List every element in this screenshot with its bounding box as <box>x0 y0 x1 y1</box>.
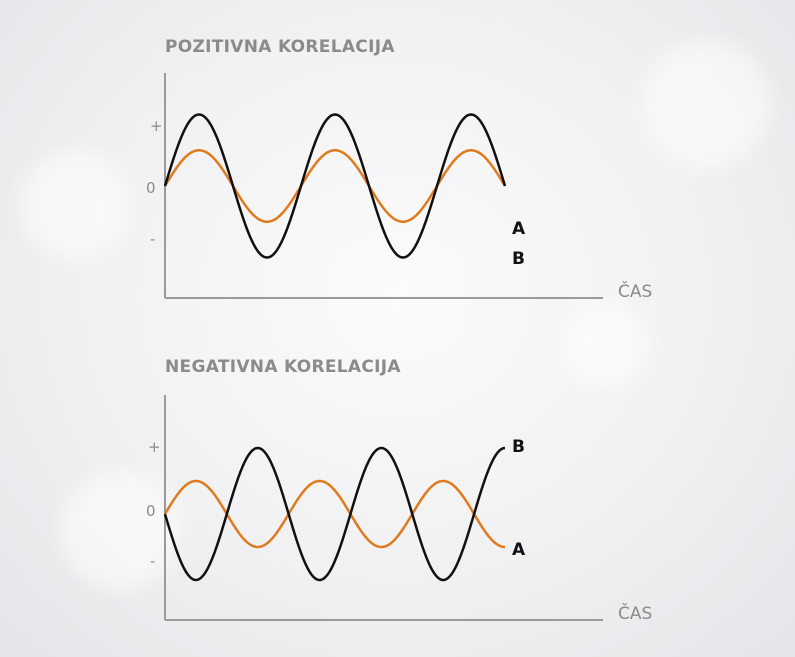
chart-1-series-b-label: B <box>512 249 525 269</box>
chart-1-tick-minus: - <box>150 230 155 248</box>
bg-bokeh <box>60 470 180 590</box>
chart-2-series-a-line <box>163 479 506 549</box>
chart-1-tick-plus: + <box>150 117 163 135</box>
chart-1-x-label: ČAS <box>618 280 652 302</box>
chart-2-series-b-label: B <box>512 437 525 457</box>
chart-1-series-b-line <box>163 113 507 259</box>
bg-bokeh <box>640 40 770 170</box>
chart-positive-correlation: POZITIVNA KORELACIJA + 0 - ČAS A B <box>146 37 652 302</box>
chart-1-series-a-label: A <box>512 219 526 239</box>
chart-negative-correlation: NEGATIVNA KORELACIJA + 0 - ČAS A B <box>146 357 652 624</box>
chart-2-series-b-line <box>163 446 506 582</box>
chart-2-tick-plus: + <box>148 438 161 456</box>
chart-2-series-a-label: A <box>512 540 526 560</box>
chart-2-x-label: ČAS <box>618 602 652 624</box>
chart-2-tick-zero: 0 <box>146 502 156 520</box>
chart-1-series-a-line <box>163 148 507 224</box>
bg-bokeh <box>560 300 650 390</box>
chart-2-tick-minus: - <box>150 552 155 570</box>
chart-1-title: POZITIVNA KORELACIJA <box>165 37 395 57</box>
chart-2-title: NEGATIVNA KORELACIJA <box>165 357 401 377</box>
chart-1-tick-zero: 0 <box>146 179 156 197</box>
bg-bokeh <box>20 150 130 260</box>
